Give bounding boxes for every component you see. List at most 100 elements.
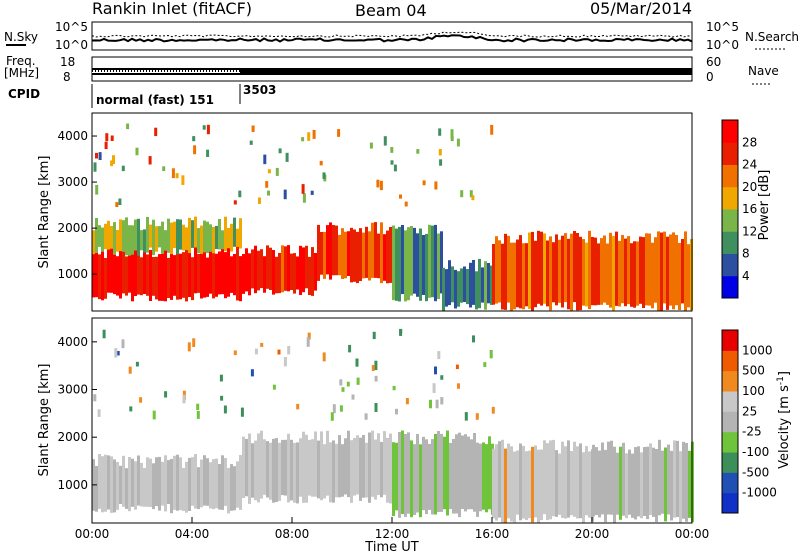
heatmap-cell [457, 271, 460, 307]
heatmap-cell [140, 462, 143, 507]
heatmap-cell [669, 234, 672, 306]
y-tick-label: 2000 [57, 221, 88, 235]
heatmap-cell [171, 168, 175, 179]
heatmap-cell [609, 232, 612, 308]
colorbar-tick-label: -100 [742, 445, 769, 459]
heatmap-cell [469, 262, 472, 308]
freq-gap [92, 70, 240, 73]
station-title: Rankin Inlet (fitACF) [92, 0, 252, 18]
heatmap-cell [347, 231, 350, 276]
heatmap-cell [251, 443, 254, 498]
heatmap-cell [128, 457, 131, 512]
heatmap-cell [585, 242, 588, 307]
heatmap-cell [152, 463, 155, 510]
heatmap-cell [269, 442, 272, 500]
velocity-colorbar [722, 330, 738, 514]
heatmap-cell [440, 231, 443, 294]
heatmap-cell [194, 216, 197, 248]
heatmap-cell [443, 436, 446, 510]
heatmap-cell [149, 224, 152, 248]
heatmap-cell [438, 149, 442, 156]
heatmap-cell [455, 364, 459, 370]
heatmap-cell [322, 352, 326, 362]
heatmap-cell [432, 383, 436, 393]
heatmap-cell [537, 449, 540, 523]
heatmap-cell [248, 433, 251, 504]
heatmap-cell [155, 256, 158, 300]
heatmap-cell [218, 464, 221, 510]
heatmap-cell [351, 394, 355, 400]
heatmap-cell [275, 167, 279, 176]
heatmap-cell [449, 442, 452, 510]
heatmap-cell [607, 441, 610, 515]
heatmap-cell [522, 243, 525, 310]
heatmap-cell [487, 263, 490, 304]
heatmap-cell [98, 152, 102, 160]
heatmap-cell [667, 444, 670, 515]
heatmap-cell [341, 387, 345, 392]
heatmap-cell [95, 218, 98, 253]
heatmap-cell [392, 225, 395, 301]
heatmap-cell [481, 267, 484, 303]
heatmap-cell [386, 437, 389, 503]
heatmap-cell [472, 335, 475, 343]
heatmap-cell [227, 228, 230, 249]
heatmap-cell [209, 462, 212, 509]
heatmap-cell [185, 461, 188, 513]
heatmap-cell [339, 405, 343, 412]
heatmap-cell [419, 228, 422, 301]
x-tick-label: 20:00 [575, 527, 610, 541]
heatmap-cell [233, 254, 236, 296]
heatmap-cell [413, 444, 416, 515]
heatmap-cell [126, 123, 130, 130]
heatmap-cell [317, 440, 320, 499]
heatmap-cell [398, 226, 401, 302]
heatmap-cell [431, 439, 434, 515]
heatmap-cell [110, 456, 113, 513]
heatmap-cell [439, 159, 443, 166]
heatmap-cell [263, 439, 266, 495]
heatmap-cell [585, 446, 588, 516]
heatmap-cell [395, 442, 398, 511]
heatmap-cell [466, 269, 469, 305]
colorbar-tick-label: 24 [742, 158, 757, 172]
heatmap-cell [404, 434, 407, 517]
heatmap-cell [193, 145, 197, 155]
noise-search-line [91, 31, 693, 38]
y-tick-label: 4000 [57, 129, 88, 143]
heatmap-cell [595, 447, 598, 515]
heatmap-cell [601, 442, 604, 515]
heatmap-cell [326, 225, 329, 275]
heatmap-cell [129, 406, 133, 412]
heatmap-cell [135, 147, 139, 156]
heatmap-cell [546, 443, 549, 521]
heatmap-cell [265, 181, 269, 188]
heatmap-cell [196, 411, 200, 419]
heatmap-cell [440, 375, 444, 380]
heatmap-cell [642, 237, 645, 308]
heatmap-cell [353, 229, 356, 282]
heatmap-cell [516, 450, 519, 515]
heatmap-cell [654, 237, 657, 303]
heatmap-cell [233, 466, 236, 511]
heatmap-cell [445, 269, 448, 307]
heatmap-cell [143, 252, 146, 294]
heatmap-cell [203, 220, 206, 253]
heatmap-cell [501, 243, 504, 310]
heatmap-cell [335, 443, 338, 498]
colorbar-swatch [722, 209, 738, 232]
heatmap-cell [152, 410, 156, 420]
heatmap-cell [224, 458, 227, 506]
heatmap-cell [643, 447, 646, 516]
heatmap-cell [299, 438, 302, 497]
heatmap-cell [422, 235, 425, 295]
heatmap-cell [552, 439, 555, 517]
heatmap-cell [490, 265, 493, 305]
heatmap-cell [260, 249, 263, 289]
velocity-colorbar-frame [721, 329, 739, 514]
heatmap-cell [455, 434, 458, 514]
heatmap-cell [107, 455, 110, 510]
noise-left-tick-low: 10^0 [55, 38, 88, 52]
y-tick-label: 4000 [57, 335, 88, 349]
heatmap-cell [200, 459, 203, 508]
